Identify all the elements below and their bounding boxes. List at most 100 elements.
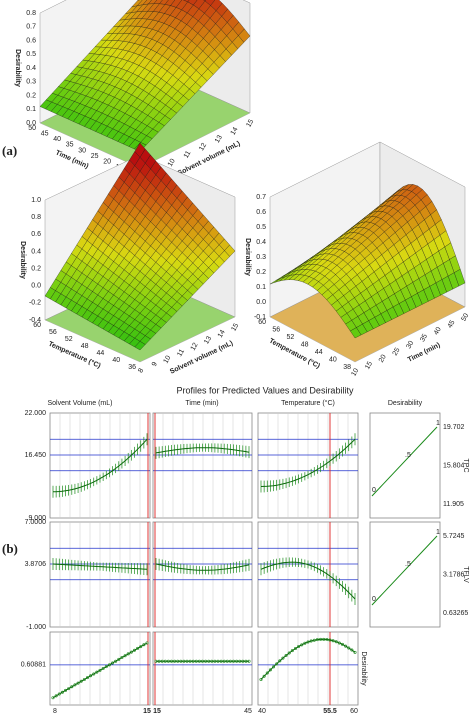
x-tick-label: 12 <box>198 142 208 152</box>
z-tick-label: 0.8 <box>26 10 36 17</box>
profile-point <box>111 661 115 665</box>
x-tick-label: 14 <box>217 329 227 339</box>
panel-label: (a) <box>2 143 17 158</box>
x-tick-label: 8 <box>53 708 57 715</box>
profile-curve <box>260 438 356 487</box>
z-tick-label: -0.4 <box>29 317 41 324</box>
profile-point <box>297 645 301 649</box>
profile-point <box>60 690 64 694</box>
y-tick-label: 56 <box>272 326 280 333</box>
panel-label: (b) <box>2 541 18 556</box>
y-tick-label: 3.8706 <box>25 561 47 568</box>
curve-label: 0 <box>372 487 376 494</box>
profile-point <box>120 656 124 660</box>
x-tick-label: 15 <box>245 118 255 128</box>
z-tick-label: 0.0 <box>256 299 266 306</box>
profile-point <box>281 656 285 660</box>
profile-point <box>275 662 279 666</box>
profile-point <box>92 672 96 676</box>
x-tick-label: 10 <box>167 158 177 168</box>
desirability-panel <box>369 412 441 519</box>
z-tick-label: 0.4 <box>256 239 266 246</box>
z-tick-label: 0.0 <box>26 120 36 127</box>
x-tick-label: 14 <box>230 126 240 136</box>
y-tick-label: 45 <box>41 130 49 137</box>
profile-point <box>67 687 71 691</box>
y-tick-label: 38 <box>343 364 351 371</box>
x-tick-label: 25 <box>392 347 402 357</box>
z-axis-label: Desirability <box>14 49 21 87</box>
y-axis-label: Temperature (°C) <box>268 337 322 370</box>
z-tick-label: -0.2 <box>29 300 41 307</box>
column-header: Solvent Volume (mL) <box>48 400 113 407</box>
z-tick-label: 0.6 <box>256 209 266 216</box>
profile-curve <box>52 563 148 570</box>
z-tick-label: 1.0 <box>31 197 41 204</box>
z-tick-label: 0.2 <box>31 265 41 272</box>
profile-point <box>85 676 89 680</box>
x-tick-label: 40 <box>258 708 266 715</box>
y-tick-label: 36 <box>128 364 136 371</box>
z-tick-label: 0.6 <box>26 37 36 44</box>
desirability-tick-label: 0.63265 <box>443 610 468 617</box>
surface-cell <box>350 327 362 339</box>
x-tick-label: 8 <box>137 367 145 374</box>
z-tick-label: 0.8 <box>31 214 41 221</box>
z-tick-label: 0.5 <box>26 51 36 58</box>
profile-point <box>104 665 108 669</box>
y-tick-label: 50 <box>28 125 36 132</box>
y-tick-label: 48 <box>301 341 309 348</box>
profile-point <box>350 648 354 652</box>
y-axis-label: Temperature (°C) <box>47 340 102 370</box>
z-tick-label: 0.7 <box>26 24 36 31</box>
profile-point <box>132 648 136 652</box>
profile-point <box>142 643 146 647</box>
profile-point <box>287 651 291 655</box>
column-header: Time (min) <box>185 400 218 407</box>
profile-point <box>344 644 348 648</box>
x-tick-label: 12 <box>190 342 200 352</box>
z-tick-label: 0.5 <box>256 224 266 231</box>
x-tick-label: 15 <box>230 322 240 332</box>
desirability-tick-label: 15.804 <box>443 462 465 469</box>
profile-point <box>284 653 288 657</box>
profile-point <box>101 666 105 670</box>
z-axis-label: Desirability <box>19 241 26 279</box>
profile-point <box>117 657 121 661</box>
z-tick-label: 0.2 <box>256 269 266 276</box>
profile-point <box>290 649 294 653</box>
x-tick-label: 45 <box>244 708 252 715</box>
x-axis-label: Solvent volume (mL) <box>169 340 234 376</box>
profile-point <box>57 692 61 696</box>
profile-point <box>265 671 269 675</box>
x-tick-label: 15 <box>143 708 151 715</box>
y-tick-label: 40 <box>329 356 337 363</box>
profile-point <box>98 668 102 672</box>
z-tick-label: 0.2 <box>26 92 36 99</box>
y-tick-label: 44 <box>97 350 105 357</box>
x-tick-label: 20 <box>378 354 388 364</box>
curve-label: 1 <box>436 420 440 427</box>
x-tick-label: 13 <box>203 335 213 345</box>
z-tick-label: 0.3 <box>26 79 36 86</box>
z-tick-label: 0.4 <box>31 248 41 255</box>
x-tick-label: 10 <box>163 354 173 364</box>
z-tick-label: 0.6 <box>31 231 41 238</box>
profile-point <box>272 665 276 669</box>
profile-point <box>73 683 77 687</box>
profile-curve <box>155 563 250 571</box>
profile-curve <box>260 638 356 680</box>
profile-curve <box>52 642 148 699</box>
y-tick-label: -1.000 <box>26 624 46 631</box>
profiler-title: Profiles for Predicted Values and Desira… <box>177 385 354 395</box>
profile-point <box>139 645 143 649</box>
desirability-tick-label: 19.702 <box>443 424 465 431</box>
response-name: Desirability <box>360 651 367 686</box>
z-tick-label: -0.1 <box>254 314 266 321</box>
z-tick-label: 0.0 <box>31 283 41 290</box>
z-tick-label: 0.4 <box>26 65 36 72</box>
profile-point <box>79 679 83 683</box>
desirability-tick-label: 3.1786 <box>443 571 465 578</box>
x-tick-label: 50 <box>460 312 470 322</box>
x-tick-label: 13 <box>214 134 224 144</box>
